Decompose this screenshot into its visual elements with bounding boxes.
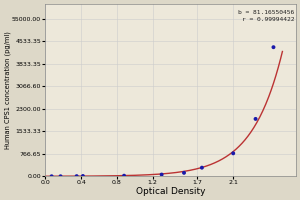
Point [231, 152, 236, 155]
Point [182, 171, 186, 174]
Point [74, 175, 79, 178]
Point [271, 46, 276, 49]
Point [80, 174, 85, 178]
Text: b = 81.16550456
r = 0.99994422: b = 81.16550456 r = 0.99994422 [238, 10, 294, 22]
Y-axis label: Human CPS1 concentration (pg/ml): Human CPS1 concentration (pg/ml) [4, 31, 11, 149]
Point [58, 175, 63, 178]
Point [122, 174, 127, 177]
Point [159, 173, 164, 176]
Point [253, 117, 258, 121]
X-axis label: Optical Density: Optical Density [136, 187, 205, 196]
Point [200, 166, 204, 169]
Point [49, 175, 54, 178]
